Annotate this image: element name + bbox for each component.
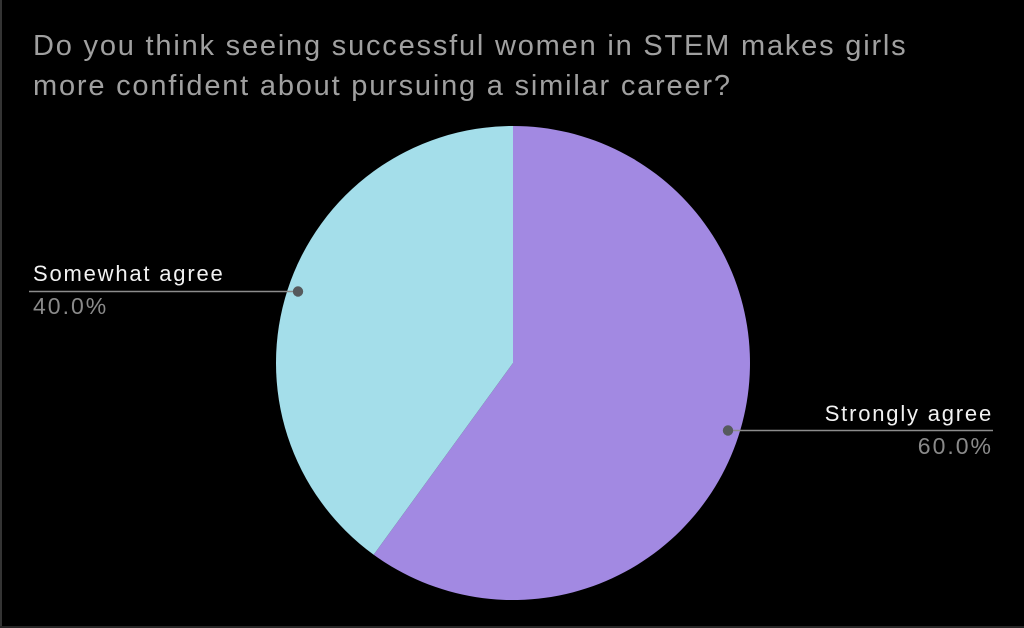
leader-dot-somewhat-agree (292, 286, 304, 297)
pie-slice-strongly-agree (373, 126, 750, 600)
window-left-edge (0, 0, 2, 628)
leader-lines (29, 286, 993, 436)
chart-title: Do you think seeing successful women in … (33, 30, 908, 102)
leader-dot-strongly-agree (722, 425, 734, 436)
callout-strongly-agree: Strongly agree 60.0% (825, 401, 993, 459)
slice-label-strongly-agree: Strongly agree (824, 401, 993, 426)
window-bottom-edge (0, 626, 1024, 628)
slice-percent-strongly-agree: 60.0% (917, 433, 993, 459)
callout-somewhat-agree: Somewhat agree 40.0% (33, 261, 225, 319)
pie-slice-somewhat-agree (275, 126, 513, 555)
slice-percent-somewhat-agree: 40.0% (33, 293, 109, 319)
pie-slices (275, 126, 750, 600)
slice-label-somewhat-agree: Somewhat agree (33, 261, 225, 286)
